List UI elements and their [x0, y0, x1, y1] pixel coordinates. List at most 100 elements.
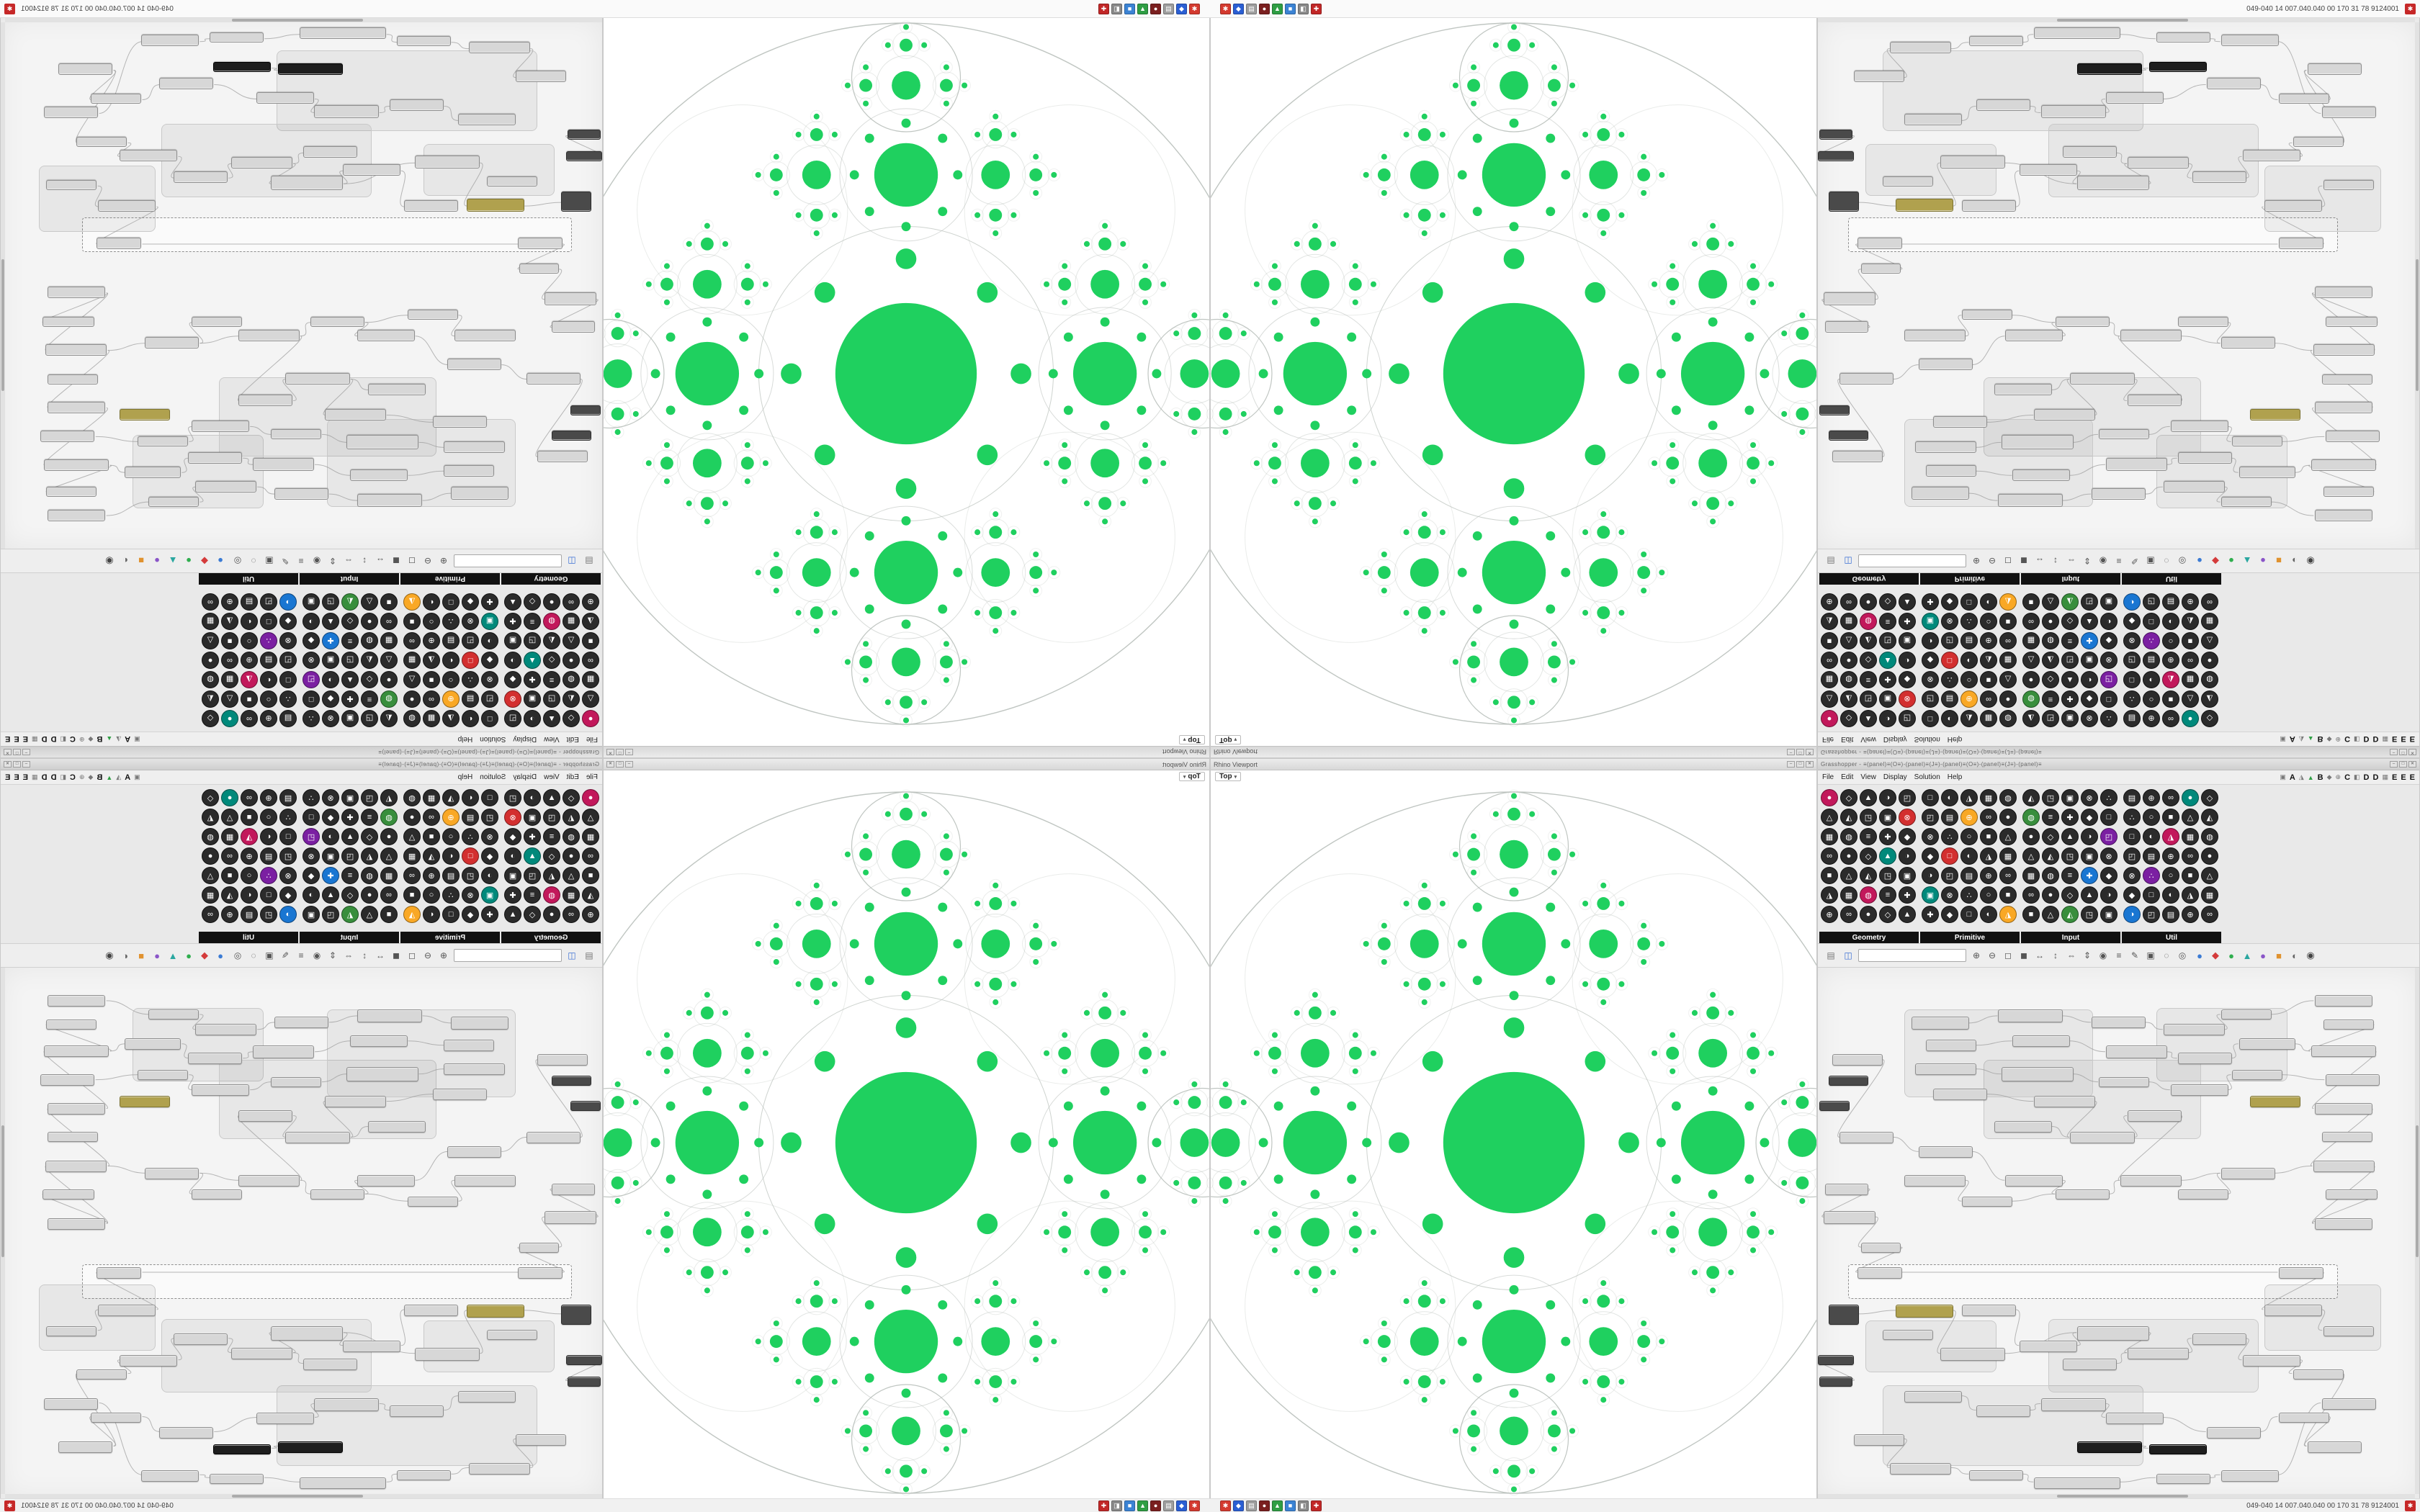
palette-icon[interactable]: ◑ — [2081, 671, 2098, 688]
palette-icon[interactable]: ◭ — [202, 690, 219, 708]
palette-icon[interactable]: ● — [1821, 789, 1838, 806]
maximize-button[interactable]: □ — [1796, 761, 1804, 768]
node[interactable] — [238, 395, 292, 406]
menu-item-solution[interactable]: Solution — [1914, 735, 1940, 743]
toolbar-color-icon-3[interactable]: ▲ — [2242, 950, 2252, 961]
menu-item-file[interactable]: File — [586, 735, 598, 743]
toolbar-icon-8[interactable]: ◉ — [313, 950, 321, 960]
palette-icon[interactable]: ∴ — [2123, 690, 2141, 708]
node[interactable] — [1818, 151, 1854, 161]
menu-item-display[interactable]: Display — [1883, 773, 1907, 781]
menu-item-solution[interactable]: Solution — [480, 773, 506, 781]
node[interactable] — [42, 1189, 94, 1200]
node[interactable] — [97, 1267, 141, 1279]
toolbar-color-icon-5[interactable]: ■ — [138, 555, 144, 567]
vertical-scrollbar[interactable] — [2415, 22, 2419, 549]
palette-icon[interactable]: ⊕ — [1821, 906, 1838, 923]
node[interactable] — [2221, 337, 2275, 348]
toolbar-icon-8[interactable]: ◉ — [2099, 556, 2107, 566]
palette-icon[interactable]: ■ — [2182, 867, 2199, 884]
palette-icon[interactable]: ■ — [1999, 886, 2017, 904]
node[interactable] — [285, 1132, 350, 1143]
menu-item-display[interactable]: Display — [513, 735, 537, 743]
node[interactable] — [285, 373, 350, 384]
palette-icon[interactable]: ◑ — [279, 906, 297, 923]
palette-icon[interactable]: ○ — [260, 809, 277, 826]
node[interactable] — [1976, 1405, 2030, 1417]
palette-icon[interactable]: ◐ — [1980, 906, 1997, 923]
node[interactable] — [1926, 465, 1976, 477]
letter-tab-c-7[interactable]: C — [2344, 773, 2351, 782]
toolbar-icon-1[interactable]: ⊖ — [424, 950, 432, 960]
palette-icon[interactable]: ▣ — [481, 886, 498, 904]
palette-icon[interactable]: ▣ — [341, 710, 359, 727]
palette-icon[interactable]: ◭ — [380, 710, 398, 727]
toolbar-icon-5[interactable]: ↕ — [2053, 950, 2058, 960]
palette-icon[interactable]: ■ — [241, 809, 258, 826]
node[interactable] — [368, 384, 426, 395]
node[interactable] — [1998, 494, 2063, 507]
palette-tab-primitive[interactable]: Primitive — [400, 932, 500, 943]
palette-tab-geometry[interactable]: Geometry — [501, 573, 601, 585]
strip-icon-8[interactable]: ◧ — [2354, 773, 2360, 780]
palette-icon[interactable]: ∴ — [442, 613, 460, 630]
palette-icon[interactable]: ∞ — [202, 906, 219, 923]
palette-icon[interactable]: ● — [1840, 652, 1857, 669]
node[interactable] — [2128, 1348, 2189, 1359]
palette-icon[interactable]: ⊗ — [1941, 613, 1958, 630]
node[interactable] — [2192, 1333, 2246, 1345]
palette-icon[interactable]: ◇ — [2061, 613, 2079, 630]
menu-item-display[interactable]: Display — [513, 773, 537, 781]
node[interactable] — [1912, 487, 1969, 500]
palette-icon[interactable]: ∴ — [1960, 886, 1978, 904]
palette-icon[interactable]: ◳ — [543, 690, 560, 708]
palette-icon[interactable]: ◭ — [1860, 867, 1877, 884]
palette-icon[interactable]: ● — [543, 906, 560, 923]
node[interactable] — [2323, 487, 2374, 497]
node[interactable] — [310, 1189, 364, 1200]
node[interactable] — [1994, 384, 2052, 395]
canvas-search-input[interactable] — [454, 554, 562, 567]
node[interactable] — [46, 1020, 97, 1030]
palette-icon[interactable]: ◑ — [524, 789, 541, 806]
toolbar-icon-7[interactable]: ⇕ — [2083, 950, 2092, 960]
palette-icon[interactable]: △ — [1840, 632, 1857, 649]
palette-icon[interactable]: ◑ — [322, 671, 339, 688]
palette-icon[interactable]: ≡ — [1879, 613, 1896, 630]
node[interactable] — [325, 409, 386, 420]
menu-item-edit[interactable]: Edit — [566, 735, 579, 743]
palette-icon[interactable]: ▤ — [241, 906, 258, 923]
node[interactable] — [2279, 1267, 2323, 1279]
node[interactable] — [552, 1184, 595, 1195]
node[interactable] — [2128, 395, 2182, 406]
node[interactable] — [44, 1398, 98, 1410]
palette-icon[interactable]: ▦ — [380, 632, 398, 649]
palette-icon[interactable]: ≡ — [543, 671, 560, 688]
palette-icon[interactable]: △ — [1999, 671, 2017, 688]
palette-icon[interactable]: ∴ — [302, 710, 320, 727]
vertical-scrollbar[interactable] — [1, 968, 5, 1494]
node[interactable] — [2250, 409, 2300, 420]
palette-icon[interactable]: ▤ — [279, 710, 297, 727]
palette-icon[interactable]: ∞ — [2022, 886, 2040, 904]
node[interactable] — [1857, 1267, 1902, 1279]
node[interactable] — [537, 1054, 588, 1066]
toolbar-color-icon-0[interactable]: ● — [2197, 555, 2202, 567]
node[interactable] — [2232, 1070, 2282, 1080]
node[interactable] — [2178, 452, 2232, 464]
node[interactable] — [2326, 1074, 2380, 1086]
node[interactable] — [213, 1444, 271, 1454]
node[interactable] — [210, 1474, 264, 1484]
palette-icon[interactable]: ◍ — [403, 789, 421, 806]
toolbar-color-icon-0[interactable]: ● — [2197, 950, 2202, 961]
toolbar-icon-10[interactable]: ✎ — [281, 950, 290, 960]
node[interactable] — [1824, 292, 1876, 305]
palette-icon[interactable]: ◇ — [341, 886, 359, 904]
node[interactable] — [570, 1101, 601, 1111]
node[interactable] — [1829, 192, 1859, 212]
strip-icon-8[interactable]: ◧ — [60, 773, 66, 780]
palette-icon[interactable]: ◑ — [481, 867, 498, 884]
palette-tab-primitive[interactable]: Primitive — [400, 573, 500, 585]
palette-icon[interactable]: ⊗ — [1922, 828, 1939, 845]
palette-icon[interactable]: ▦ — [1821, 828, 1838, 845]
